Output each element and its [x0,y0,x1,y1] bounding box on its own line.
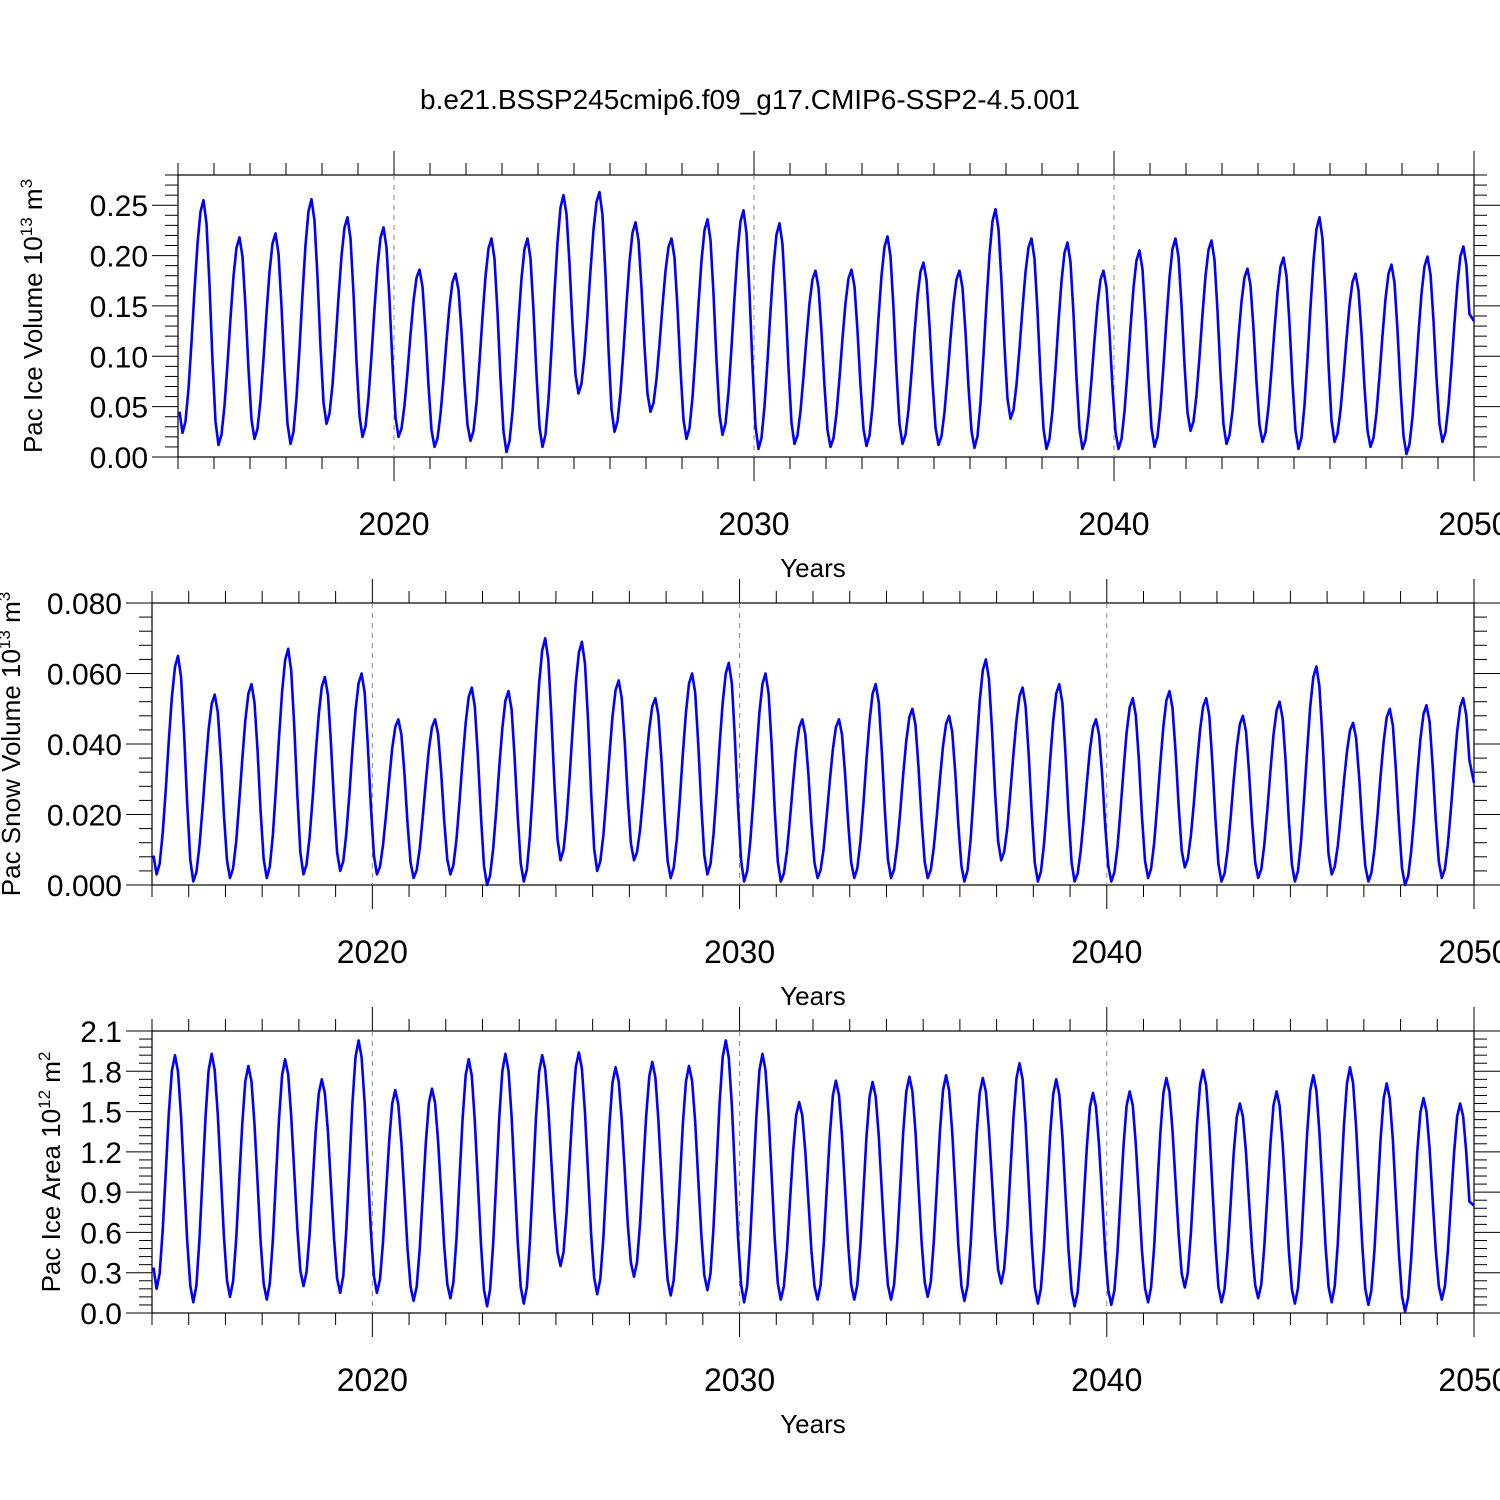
y-axis-label: Pac Ice Area 1012 m2 [35,1052,66,1293]
x-tick-label: 2040 [1078,506,1149,542]
y-tick-label: 0.0 [80,1298,122,1331]
x-tick-label: 2030 [704,934,775,970]
y-tick-label: 0.15 [90,291,148,324]
x-tick-label: 2050 [1438,934,1500,970]
y-tick-label: 0.25 [90,190,148,223]
series-line-0 [152,1039,1475,1313]
x-axis-label: Years [780,553,846,583]
figure-title: b.e21.BSSP245cmip6.f09_g17.CMIP6-SSP2-4.… [420,84,1080,115]
x-axis-label: Years [780,1409,846,1439]
x-tick-label: 2020 [337,1362,408,1398]
y-tick-label: 1.5 [80,1097,122,1130]
panel-ice-area: 0.0 0.3 0.6 0.9 1.2 1.5 1.8 2.1 2020 2030 2040 2050… [35,1007,1500,1439]
y-tick-label: 0.020 [47,800,122,833]
y-tick-label: 1.8 [80,1056,122,1089]
series-line-0 [152,637,1476,887]
y-tick-label: 0.9 [80,1177,122,1210]
y-tick-label: 0.060 [47,659,122,692]
y-tick-label: 0.00 [90,442,148,475]
x-tick-label: 2020 [337,934,408,970]
y-tick-label: 0.040 [47,729,122,762]
x-tick-label: 2050 [1438,1362,1500,1398]
x-tick-label: 2050 [1438,506,1500,542]
x-tick-label: 2020 [358,506,429,542]
y-tick-label: 0.05 [90,392,148,425]
x-tick-label: 2040 [1071,1362,1142,1398]
y-tick-label: 1.2 [80,1137,122,1170]
y-tick-label: 0.3 [80,1258,122,1291]
panel-ice-volume: 0.00 0.05 0.10 0.15 0.20 0.25 2020 2030 2040 2050… [17,151,1500,583]
panel-snow-volume: 0.000 0.020 0.040 0.060 0.080 2020 2030 2040 205… [0,579,1500,1011]
y-axis-label: Pac Snow Volume 1013 m3 [0,592,26,896]
y-tick-label: 2.1 [80,1016,122,1049]
x-tick-label: 2040 [1071,934,1142,970]
y-axis-label: Pac Ice Volume 1013 m3 [17,179,48,453]
x-axis-label: Years [780,981,846,1011]
x-tick-label: 2030 [718,506,789,542]
x-tick-label: 2030 [704,1362,775,1398]
y-tick-label: 0.000 [47,870,122,903]
series-line-0 [178,190,1476,456]
y-tick-label: 0.080 [47,588,122,621]
y-tick-label: 0.10 [90,341,148,374]
y-tick-label: 0.6 [80,1217,122,1250]
y-tick-label: 0.20 [90,241,148,274]
